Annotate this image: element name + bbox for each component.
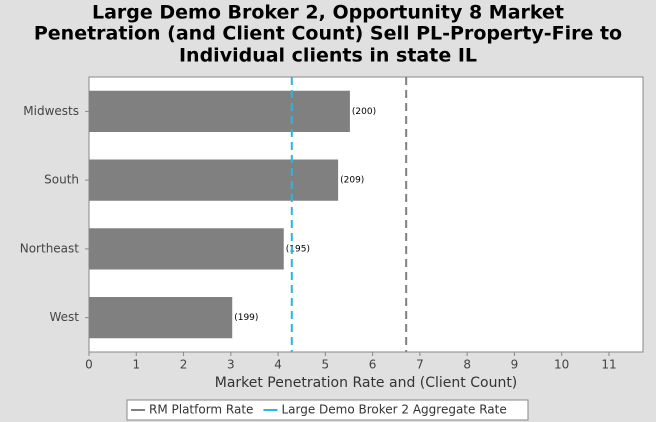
x-tick-label: 3 (227, 358, 235, 372)
x-tick-label: 1 (132, 358, 140, 372)
x-tick-label: 10 (554, 358, 569, 372)
x-tick-label: 6 (369, 358, 377, 372)
bar (89, 90, 350, 132)
y-tick-label: West (49, 310, 79, 324)
x-axis-title: Market Penetration Rate and (Client Coun… (215, 375, 518, 391)
x-tick-label: 11 (601, 358, 616, 372)
chart-title: Large Demo Broker 2, Opportunity 8 Marke… (92, 2, 564, 24)
y-tick-label: South (44, 173, 79, 187)
bar (89, 228, 284, 270)
bar (89, 297, 233, 339)
value-label: (195) (286, 244, 310, 254)
x-tick-label: 8 (463, 358, 471, 372)
chart-title: Individual clients in state IL (179, 45, 477, 67)
x-tick-label: 4 (274, 358, 282, 372)
value-label: (200) (352, 107, 376, 117)
x-tick-label: 9 (511, 358, 519, 372)
x-tick-label: 7 (416, 358, 424, 372)
y-tick-label: Northeast (20, 241, 80, 255)
value-label: (199) (234, 313, 258, 323)
value-label: (209) (340, 176, 364, 186)
bar (89, 159, 339, 201)
x-tick-label: 0 (85, 358, 93, 372)
legend (126, 399, 529, 421)
chart-title: Penetration (and Client Count) Sell PL-P… (34, 23, 622, 45)
legend-label: RM Platform Rate (149, 403, 253, 417)
y-tick-label: Midwests (23, 104, 79, 118)
x-tick-label: 2 (180, 358, 188, 372)
legend-label: Large Demo Broker 2 Aggregate Rate (281, 403, 506, 417)
x-tick-label: 5 (322, 358, 330, 372)
